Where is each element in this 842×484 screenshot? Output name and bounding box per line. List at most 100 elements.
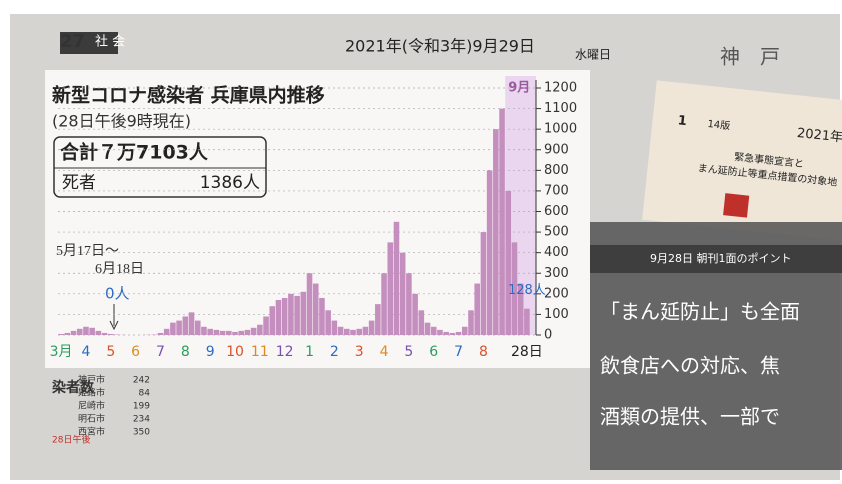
y-tick-label: 700 (544, 183, 569, 198)
chart-title: 新型コロナ感染者 兵庫県内推移 (52, 84, 325, 107)
bar (158, 333, 164, 335)
bar (77, 329, 83, 335)
table-cell: 242 (133, 376, 150, 386)
bar (96, 331, 102, 335)
bar (400, 253, 406, 335)
y-tick-label: 300 (544, 266, 569, 281)
section: 社 会 (95, 34, 125, 50)
photo: 27 社 会 2021年(令和3年)9月29日 水曜日 神 戸 1 14版 20… (0, 0, 842, 484)
x-tick-label: 5 (106, 344, 115, 360)
bar (406, 273, 412, 335)
bar (232, 332, 238, 335)
bar (170, 323, 176, 335)
bar (176, 321, 182, 335)
bar (474, 284, 480, 335)
bar (301, 292, 307, 335)
annotation: 5月17日～ (56, 243, 119, 259)
chart-subtitle: (28日午後9時現在) (52, 112, 191, 131)
deaths-label: 死者 (62, 173, 96, 193)
bar (245, 330, 251, 335)
y-tick-label: 900 (544, 142, 569, 157)
x-tick-label: 8 (479, 344, 488, 360)
y-tick-label: 1000 (544, 122, 577, 137)
total: 合計７万7103人 (60, 141, 209, 164)
bar (282, 298, 288, 335)
bar (437, 330, 443, 335)
y-tick-label: 600 (544, 204, 569, 219)
x-tick-label: 4 (380, 344, 389, 360)
x-tick-label: 11 (251, 344, 269, 360)
y-tick-label: 500 (544, 225, 569, 240)
bar (332, 321, 338, 335)
bar (524, 309, 530, 335)
bar (207, 329, 213, 335)
bar (443, 332, 449, 335)
bar (195, 321, 201, 335)
bar (263, 316, 269, 335)
bar (344, 329, 350, 335)
bar (71, 331, 77, 335)
table-cell: 神戸市 (78, 374, 105, 386)
table-cell: 199 (133, 402, 150, 412)
map-icon (723, 193, 749, 217)
table-cell: 234 (133, 415, 150, 425)
bar (450, 333, 456, 335)
bar (505, 191, 511, 335)
y-tick-label: 1100 (544, 101, 577, 116)
value-label: 128人 (508, 283, 546, 298)
bar (89, 328, 95, 335)
x-tick-label: 12 (276, 344, 294, 360)
table-cell: 明石市 (78, 413, 105, 425)
bar (468, 310, 474, 335)
date: 2021年(令和3年)9月29日 (345, 37, 535, 56)
weekday: 水曜日 (575, 48, 611, 62)
y-tick-label: 0 (544, 328, 552, 343)
bar (394, 222, 400, 335)
bar (493, 129, 499, 335)
bar (499, 109, 505, 335)
x-tick-label: 6 (131, 344, 140, 360)
table-cell: 西宮市 (78, 426, 105, 438)
bar (58, 334, 64, 335)
bar (363, 327, 369, 335)
bar (102, 333, 108, 335)
overlay-label: 9月28日 朝刊1面のポイント (650, 252, 792, 265)
overlay-line: 酒類の提供、一部で (600, 405, 780, 429)
bar (419, 310, 425, 335)
bar (481, 232, 487, 335)
table-cell: 姫路市 (78, 387, 105, 399)
annotation: 6月18日 (95, 261, 144, 277)
bar (381, 273, 387, 335)
x-tick-label: 3 (355, 344, 364, 360)
page-number: 27 (60, 31, 85, 52)
bar (338, 327, 344, 335)
bar (387, 242, 393, 335)
x-tick-label: 1 (305, 344, 314, 360)
x-tick-label: 7 (454, 344, 463, 360)
y-tick-label: 400 (544, 245, 569, 260)
table-cell: 尼崎市 (78, 400, 105, 412)
bar (238, 331, 244, 335)
bar (487, 170, 493, 335)
bar (108, 334, 114, 335)
bar (431, 327, 437, 335)
bar (276, 300, 282, 335)
clipping-page: 1 (677, 113, 688, 129)
x-tick-label: 6 (429, 344, 438, 360)
bar (294, 296, 300, 335)
x-tick-label: 10 (226, 344, 244, 360)
y-tick-label: 100 (544, 307, 569, 322)
bar (269, 306, 275, 335)
paper-name: 神 戸 (720, 45, 780, 69)
bar (307, 273, 313, 335)
bar (257, 325, 263, 335)
bar (251, 328, 257, 335)
bar (462, 327, 468, 335)
x-tick-label: 5 (404, 344, 413, 360)
clipping: 1 14版 2021年 緊急事態宣言と まん延防止等重点措置の対象地 (642, 80, 842, 240)
bar (183, 316, 189, 335)
y-tick-label: 1200 (544, 81, 577, 96)
x-tick-label: 3月 (50, 344, 73, 360)
bar (412, 294, 418, 335)
table-cell: 84 (139, 389, 151, 399)
